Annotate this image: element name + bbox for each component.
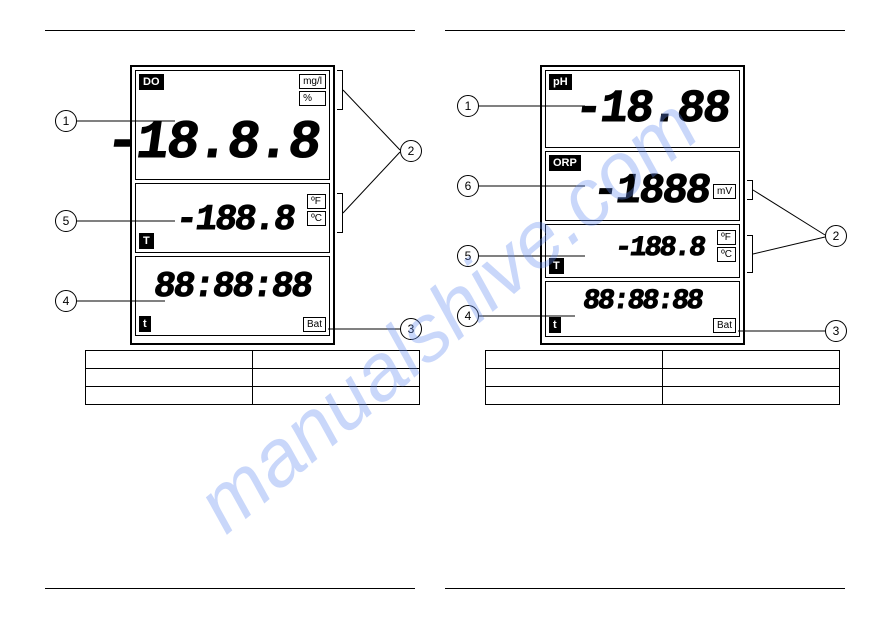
do-label: DO [139, 74, 164, 90]
temp-block-r: T ºF ºC -188.8 [545, 224, 740, 278]
temp-value-r: -188.8 [613, 235, 706, 263]
unit-c-r: ºC [717, 247, 736, 262]
time-value: 88:88:88 [152, 269, 314, 305]
time-label: t [139, 316, 151, 332]
callout-2: 2 [400, 140, 422, 162]
page: manualshive.com DO mg/l % -18.8.8 T ºF [0, 0, 893, 629]
do-value: -18.8.8 [102, 117, 322, 171]
top-rule-left [45, 30, 415, 31]
temp-label: T [139, 233, 154, 249]
bottom-rule-left [45, 588, 415, 589]
ph-label: pH [549, 74, 572, 90]
callout-r6: 6 [457, 175, 479, 197]
callout-r2: 2 [825, 225, 847, 247]
orp-value-wrap: -1888 [593, 167, 709, 215]
ph-value: -18.88 [572, 86, 732, 132]
unit-c: ºC [307, 211, 326, 226]
callout-1: 1 [55, 110, 77, 132]
orp-value: -1888 [590, 167, 713, 215]
bat-indicator: Bat [303, 317, 326, 332]
bottom-rule-right [445, 588, 845, 589]
bracket-mv [747, 180, 753, 200]
callout-3: 3 [400, 318, 422, 340]
ph-block: pH -18.88 [545, 70, 740, 148]
bracket-temp-r [747, 235, 753, 273]
table-row [86, 387, 420, 405]
left-lcd-panel: DO mg/l % -18.8.8 T ºF ºC -188.8 [130, 65, 335, 345]
temp-value-wrap-r: -188.8 [615, 235, 704, 263]
orp-block: ORP mV -1888 [545, 151, 740, 221]
callout-r1: 1 [457, 95, 479, 117]
table-row [86, 369, 420, 387]
callout-5: 5 [55, 210, 77, 232]
unit-f-r: ºF [717, 230, 736, 245]
temp-units-r: ºF ºC [717, 230, 736, 262]
do-value-wrap: -18.8.8 [106, 117, 319, 171]
temp-units: ºF ºC [307, 194, 326, 226]
right-table [485, 350, 840, 405]
unit-mv: mV [713, 184, 736, 199]
table-row [486, 387, 840, 405]
time-value-wrap: 88:88:88 [136, 269, 329, 305]
bracket-units-temp [337, 193, 343, 233]
left-table [85, 350, 420, 405]
top-rule-right [445, 30, 845, 31]
bat-indicator-r: Bat [713, 318, 736, 333]
bracket-units-do [337, 70, 343, 110]
temp-value-wrap: -188.8 [176, 202, 294, 238]
time-label-r: t [549, 317, 561, 333]
unit-percent: % [299, 91, 326, 106]
unit-mgl: mg/l [299, 74, 326, 89]
callout-r4: 4 [457, 305, 479, 327]
ph-value-wrap: -18.88 [575, 86, 729, 132]
table-row [486, 351, 840, 369]
callout-4: 4 [55, 290, 77, 312]
temp-block: T ºF ºC -188.8 [135, 183, 330, 253]
time-value-wrap-r: 88:88:88 [546, 288, 739, 316]
table-row [486, 369, 840, 387]
time-block: t Bat 88:88:88 [135, 256, 330, 336]
unit-f: ºF [307, 194, 326, 209]
do-block: DO mg/l % -18.8.8 [135, 70, 330, 180]
callout-r3: 3 [825, 320, 847, 342]
table-row [86, 351, 420, 369]
temp-value: -188.8 [174, 202, 297, 238]
callout-r5: 5 [457, 245, 479, 267]
right-lcd-panel: pH -18.88 ORP mV -1888 T ºF ºC [540, 65, 745, 345]
orp-label: ORP [549, 155, 581, 171]
time-value-r: 88:88:88 [581, 288, 703, 316]
time-block-r: t Bat 88:88:88 [545, 281, 740, 337]
do-units: mg/l % [299, 74, 326, 106]
temp-label-r: T [549, 258, 564, 274]
